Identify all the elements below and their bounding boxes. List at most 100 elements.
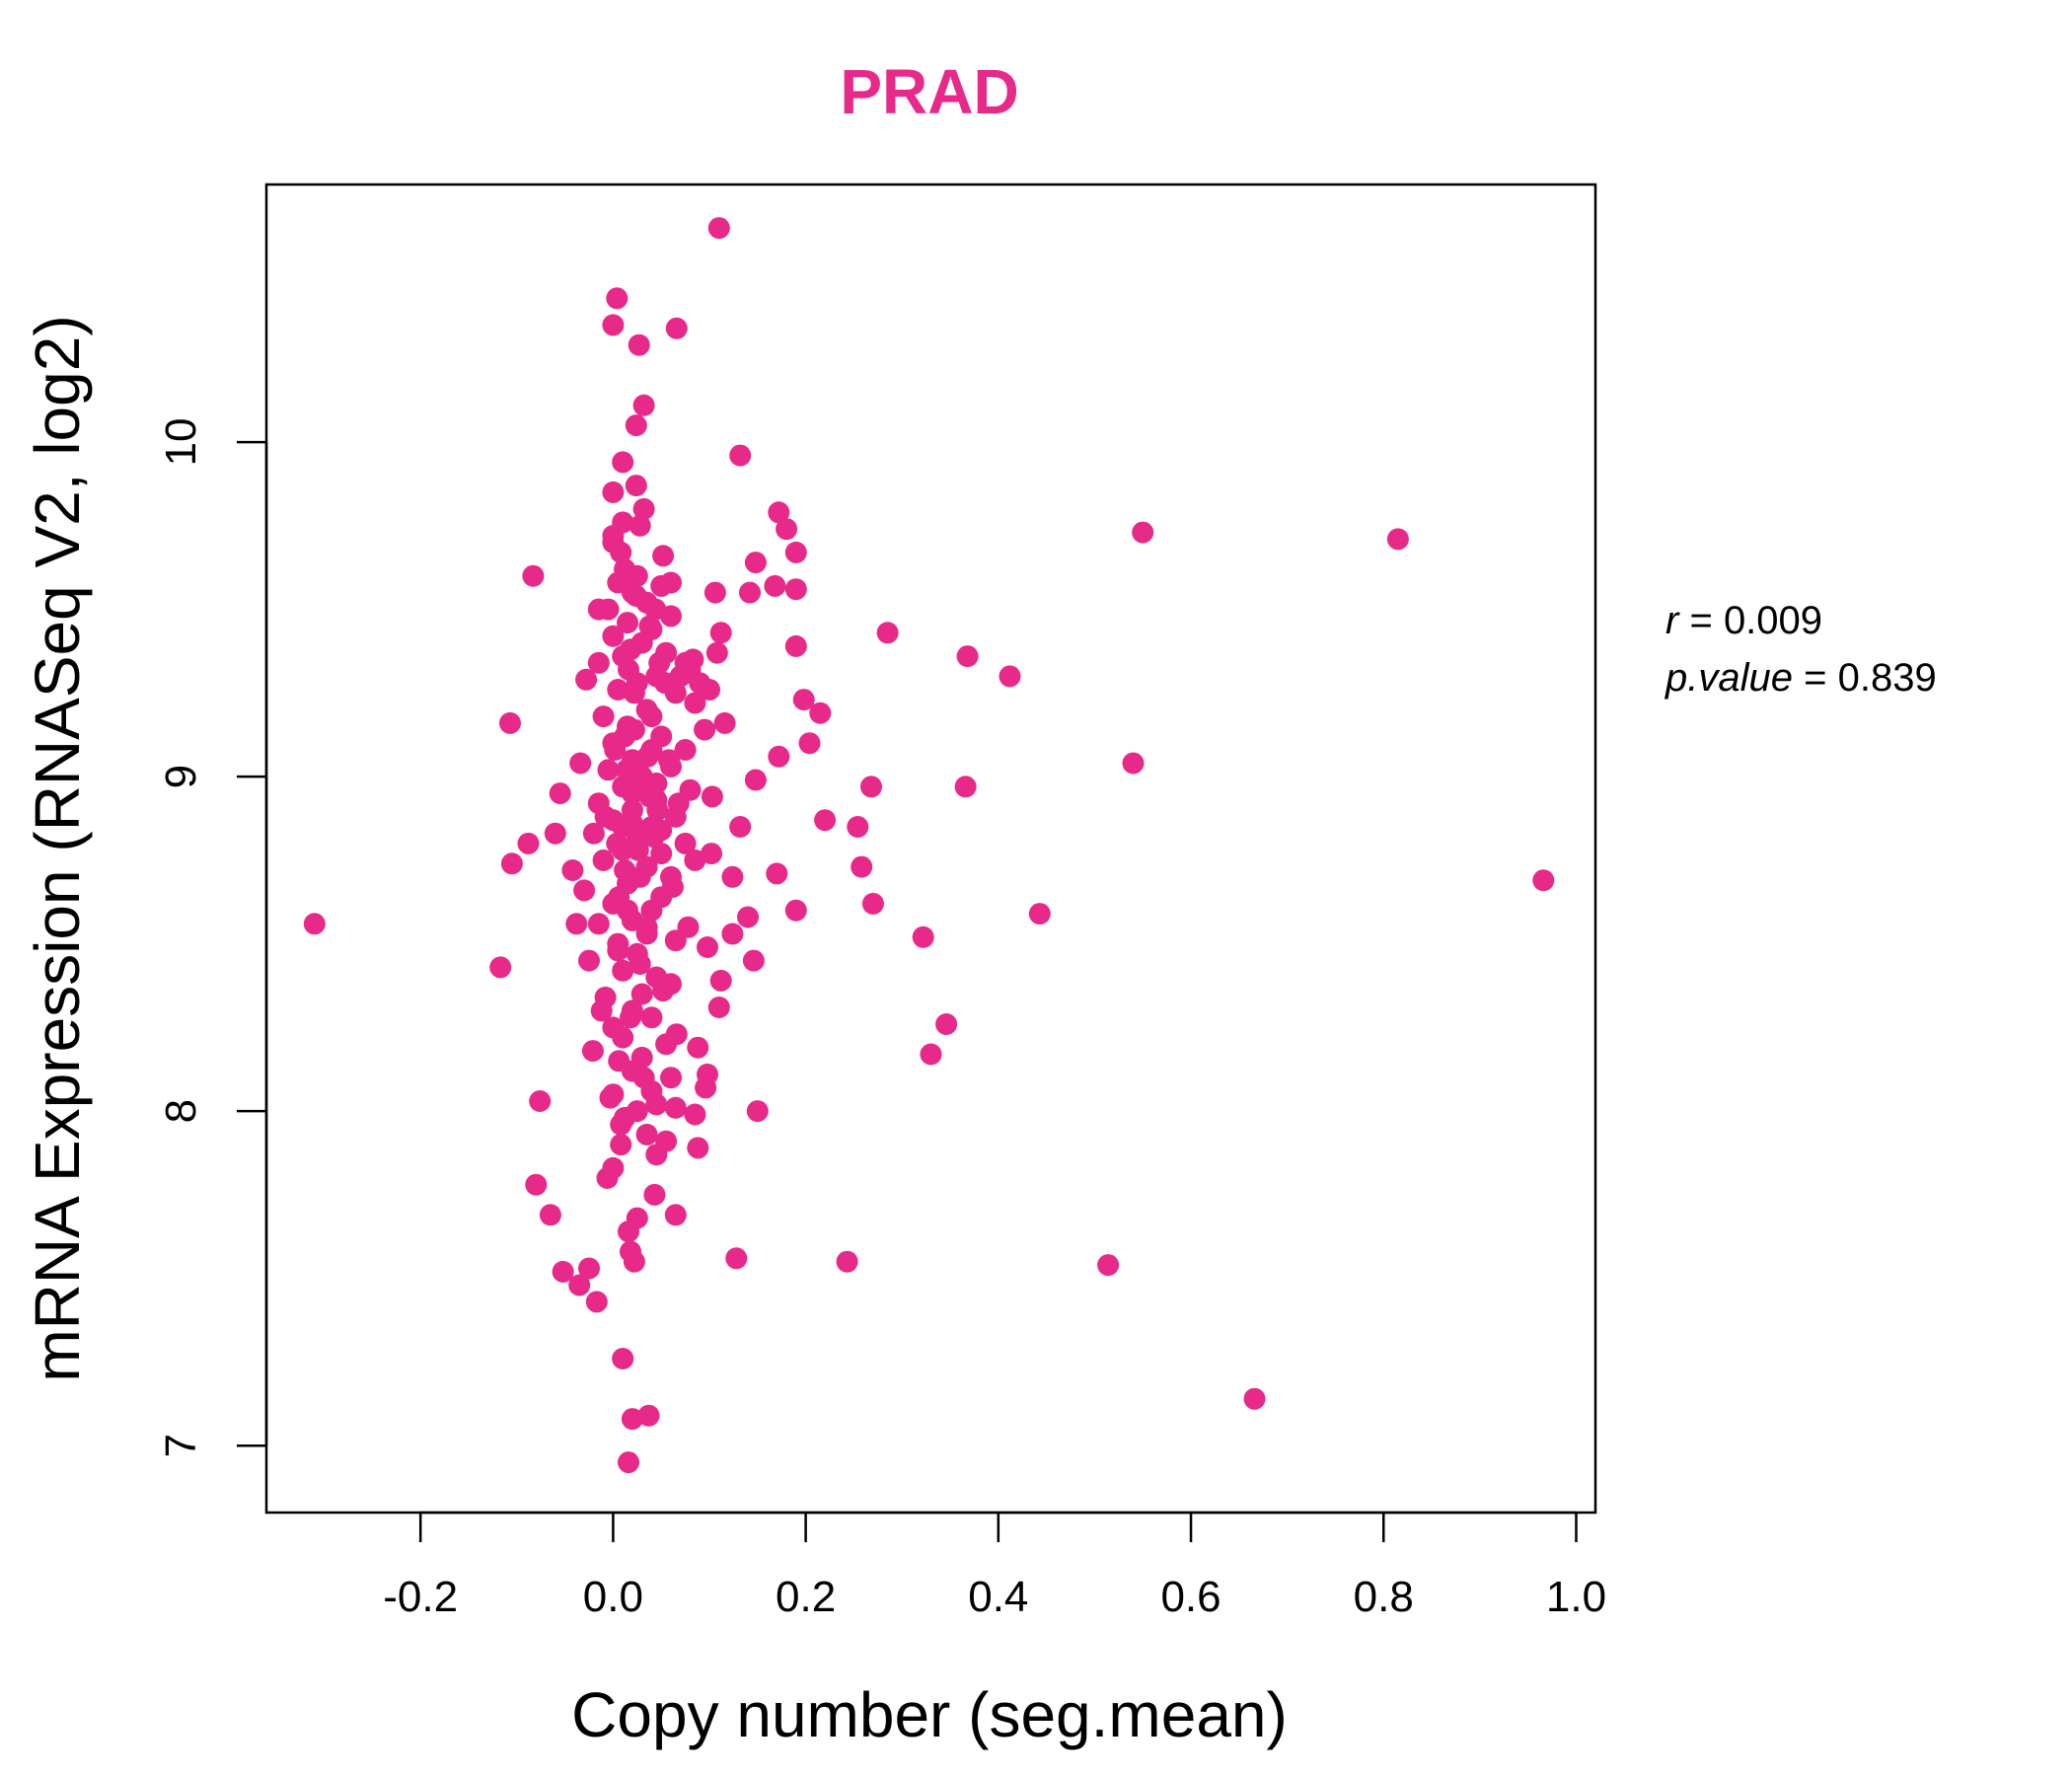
data-point [956,645,979,668]
data-point [643,1183,666,1206]
y-tick-label: 8 [157,1099,205,1123]
data-point [1122,752,1145,775]
data-point [664,1096,687,1119]
plot-frame [264,183,1597,1515]
data-point [573,879,596,902]
data-point [725,1247,748,1270]
data-point [608,886,630,909]
data-point [920,1043,942,1066]
data-point [640,705,663,728]
data-point [585,1291,608,1313]
data-point [303,913,326,935]
data-point [766,862,788,885]
y-tick-label: 9 [157,765,205,788]
data-point [602,1016,625,1039]
data-point [629,953,651,975]
data-point [617,612,638,634]
data-point [522,564,545,587]
data-point [602,525,625,547]
data-point [620,638,641,661]
data-point [687,1036,709,1059]
data-point [578,1257,600,1280]
data-point [499,711,521,734]
r-label: r [1665,599,1680,642]
data-point [912,925,934,948]
r-equals: = [1689,599,1723,642]
data-point [701,785,723,808]
data-point [626,1100,648,1123]
data-point [746,1100,769,1123]
data-point [612,1348,634,1369]
data-point [644,598,667,621]
data-point [665,1023,688,1046]
data-point [707,997,730,1018]
data-point [632,1067,655,1089]
data-point [836,1250,858,1273]
data-point [625,585,647,607]
data-point [592,705,615,728]
data-point [707,217,730,240]
data-point [703,581,726,604]
r-value: 0.009 [1724,599,1822,642]
data-point [694,718,716,741]
data-point [568,1274,591,1296]
data-point [713,711,736,734]
x-tick-label: 0.4 [968,1573,1028,1621]
data-point [674,739,697,761]
data-point [544,822,566,845]
x-tick-label: 0.8 [1354,1573,1414,1621]
data-point [529,1090,552,1112]
data-point [549,782,571,805]
data-point [739,581,761,604]
data-point [610,541,632,563]
data-point [627,839,649,861]
data-point [1243,1387,1266,1410]
data-point [578,949,600,972]
p-value: 0.839 [1838,656,1937,700]
data-point [638,785,661,808]
data-point [776,518,798,541]
data-point [602,625,625,647]
data-point [684,849,706,871]
data-point [614,859,636,881]
data-point [614,557,636,580]
y-axis: 7 8 9 10 [157,418,268,1457]
data-point [637,1404,660,1427]
data-point [635,1123,658,1146]
data-point [630,983,653,1005]
data-point [876,622,899,644]
data-point [1097,1254,1120,1277]
data-point [744,769,767,791]
data-point [684,692,706,714]
data-point [1532,869,1555,892]
data-point [616,759,638,781]
data-point [607,679,629,701]
data-point [612,959,634,982]
data-point [721,865,744,888]
data-point [648,651,671,674]
x-axis: -0.2 0.0 0.2 0.4 0.6 0.8 1.0 [383,1511,1606,1621]
data-point [784,541,807,563]
data-point [606,287,629,310]
data-point [489,956,512,979]
data-point [614,725,636,748]
data-point [610,1113,632,1136]
data-point [705,641,728,664]
data-point [606,832,629,854]
data-point [674,651,697,674]
x-axis-label: Copy number (seg.mean) [571,1679,1288,1750]
data-point [674,832,697,854]
data-point [784,899,807,922]
data-point [587,913,610,935]
data-point [851,855,873,878]
x-tick-label: 0.2 [776,1573,836,1621]
data-point [764,574,786,597]
data-point [667,792,690,815]
data-point [665,317,688,339]
data-point [744,552,767,574]
data-point [602,1156,625,1179]
data-point [737,906,759,928]
data-point [602,314,625,336]
p-label: p.value [1665,656,1793,700]
data-point [608,1050,630,1073]
